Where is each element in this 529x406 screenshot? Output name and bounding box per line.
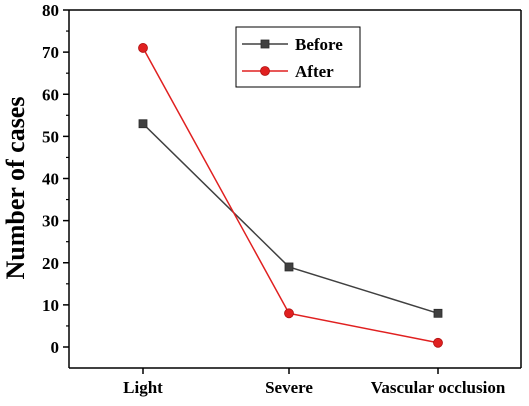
x-tick-label: Light bbox=[123, 378, 163, 397]
legend-box bbox=[235, 26, 361, 88]
data-point-after bbox=[433, 337, 443, 348]
y-axis-label: Number of cases bbox=[1, 97, 30, 280]
legend-label-after: After bbox=[295, 62, 334, 81]
y-tick-label: 70 bbox=[42, 43, 59, 62]
series-line-before bbox=[142, 123, 439, 315]
data-point-before bbox=[138, 119, 148, 129]
y-tick-label: 10 bbox=[42, 296, 59, 315]
series-group bbox=[138, 43, 443, 348]
data-point-before bbox=[284, 262, 294, 272]
y-tick-label: 20 bbox=[42, 254, 59, 273]
y-tick-label: 40 bbox=[42, 170, 59, 189]
legend-label-before: Before bbox=[295, 35, 343, 54]
y-tick-label: 0 bbox=[51, 338, 60, 357]
y-axis-ticks: 0 10 20 30 40 50 60 70 80 bbox=[42, 1, 69, 357]
x-tick-label: Vascular occlusion bbox=[371, 378, 506, 397]
legend-marker-after bbox=[260, 66, 270, 76]
y-tick-label: 80 bbox=[42, 1, 59, 20]
y-tick-label: 30 bbox=[42, 212, 59, 231]
data-point-after bbox=[284, 308, 294, 319]
y-tick-label: 50 bbox=[42, 127, 59, 146]
x-tick-label: Severe bbox=[265, 378, 313, 397]
data-point-before bbox=[433, 308, 443, 318]
data-point-after bbox=[138, 43, 148, 53]
y-tick-label: 60 bbox=[42, 85, 59, 104]
legend: Before After bbox=[235, 26, 361, 88]
series-line-after bbox=[142, 47, 439, 344]
axes bbox=[68, 9, 522, 369]
legend-marker-before bbox=[260, 39, 270, 49]
x-axis-ticks: Light Severe Vascular occlusion bbox=[123, 368, 506, 397]
